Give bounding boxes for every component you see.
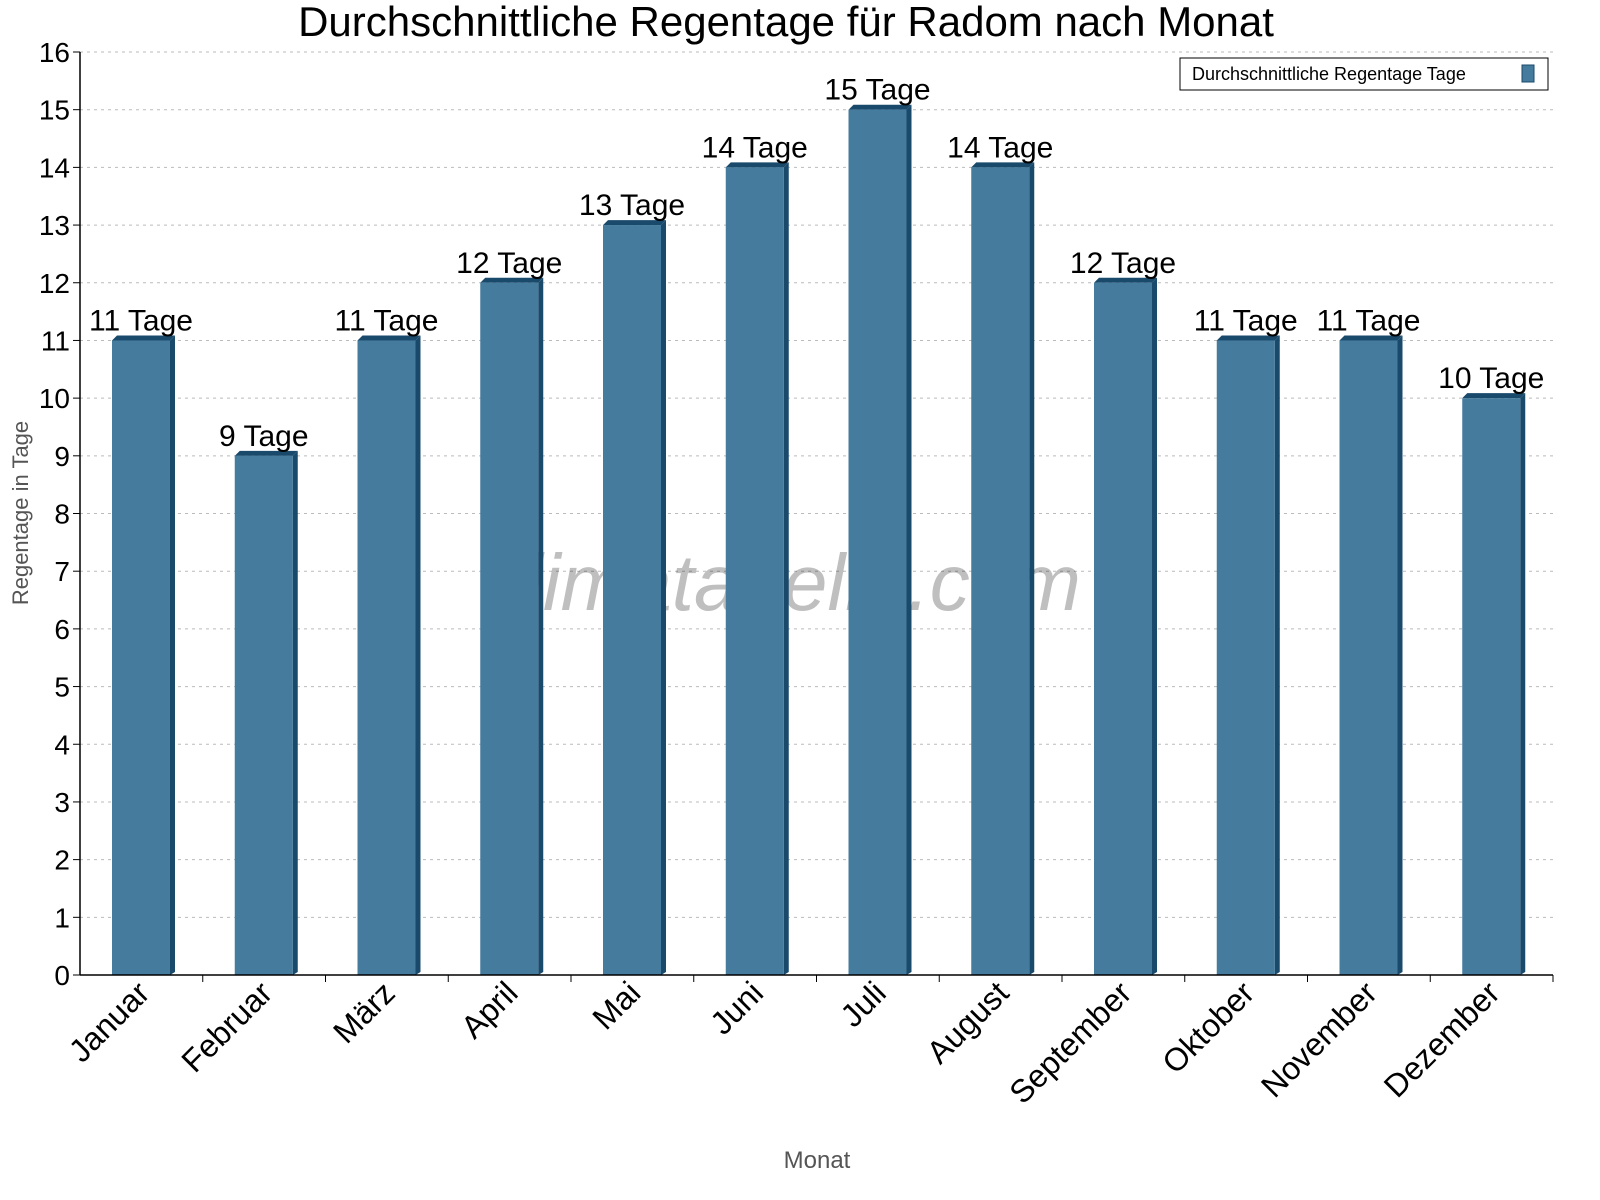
- data-label: 14 Tage: [702, 131, 808, 164]
- y-tick-label: 12: [39, 268, 70, 299]
- y-tick-label: 11: [41, 325, 70, 356]
- bar-side: [1152, 277, 1157, 975]
- bar-top: [480, 277, 544, 283]
- bar-top: [725, 162, 789, 168]
- x-tick-label: Januar: [62, 974, 157, 1069]
- data-label: 13 Tage: [579, 189, 685, 222]
- y-tick-label: 0: [54, 960, 70, 991]
- x-tick-label: Dezember: [1377, 974, 1507, 1104]
- bar: [848, 109, 907, 975]
- data-label: 15 Tage: [824, 74, 930, 107]
- legend: Durchschnittliche Regentage Tage: [1179, 57, 1549, 91]
- bar: [971, 167, 1030, 975]
- bar: [1216, 340, 1275, 975]
- x-tick-label: April: [454, 974, 525, 1045]
- x-tick-label: Oktober: [1155, 974, 1261, 1080]
- data-label: 11 Tage: [335, 304, 439, 337]
- data-label: 14 Tage: [947, 131, 1053, 164]
- bar-top: [848, 104, 912, 110]
- bar-side: [292, 450, 298, 975]
- bar-side: [1520, 393, 1526, 975]
- bar-top: [234, 450, 298, 456]
- x-tick-label: Juli: [833, 974, 892, 1033]
- bar-top: [1462, 393, 1526, 399]
- data-label: 9 Tage: [219, 420, 309, 453]
- y-axis-label: Regentage in Tage: [8, 421, 33, 605]
- x-tick-label: November: [1254, 974, 1384, 1104]
- x-tick-label: März: [326, 974, 402, 1050]
- bar-top: [603, 220, 666, 226]
- bar-side: [1274, 335, 1280, 975]
- bar-side: [538, 277, 544, 975]
- bar-side: [1029, 162, 1035, 975]
- y-tick-label: 16: [39, 37, 70, 68]
- x-axis-label: Monat: [784, 1147, 851, 1174]
- chart-title: Durchschnittliche Regentage für Radom na…: [298, 0, 1274, 45]
- bar-top: [971, 162, 1035, 168]
- bar: [1462, 398, 1521, 975]
- y-tick-label: 10: [39, 383, 70, 414]
- bar-side: [170, 335, 175, 975]
- y-tick-label: 5: [54, 672, 70, 703]
- bar: [1094, 282, 1152, 975]
- y-tick-label: 2: [54, 845, 70, 876]
- bar: [603, 225, 661, 975]
- bar-top: [1216, 335, 1280, 341]
- bar-top: [1339, 335, 1403, 341]
- y-tick-label: 4: [54, 729, 70, 760]
- y-tick-label: 15: [39, 95, 70, 126]
- data-label: 11 Tage: [1194, 304, 1298, 337]
- data-label: 12 Tage: [456, 247, 562, 280]
- data-label: 12 Tage: [1070, 247, 1176, 280]
- x-tick-label: Juni: [703, 974, 770, 1041]
- bar-side: [661, 220, 666, 975]
- data-label: 11 Tage: [1317, 304, 1421, 337]
- x-tick-label: Februar: [174, 974, 279, 1079]
- x-tick-label: Mai: [585, 974, 647, 1036]
- y-tick-label: 1: [54, 902, 70, 933]
- y-tick-label: 3: [54, 787, 70, 818]
- x-tick-label: August: [920, 974, 1016, 1070]
- data-label: 11 Tage: [89, 304, 193, 337]
- y-tick-label: 9: [54, 441, 70, 472]
- bar-side: [415, 335, 421, 975]
- y-tick-label: 13: [39, 210, 70, 241]
- y-tick-label: 6: [54, 614, 70, 645]
- bar: [480, 282, 539, 975]
- bar: [1339, 340, 1398, 975]
- x-tick-label: September: [1002, 974, 1138, 1110]
- bar-top: [357, 335, 421, 341]
- data-label: 10 Tage: [1438, 362, 1544, 395]
- bar-top: [112, 335, 175, 341]
- bar-side: [1397, 335, 1403, 975]
- y-tick-label: 14: [39, 152, 70, 183]
- bar-side: [906, 104, 912, 975]
- legend-label: Durchschnittliche Regentage Tage: [1192, 64, 1466, 84]
- bar: [725, 167, 784, 975]
- bar: [112, 340, 170, 975]
- y-tick-label: 7: [54, 556, 70, 587]
- bar: [234, 455, 293, 975]
- bar: [357, 340, 416, 975]
- legend-swatch: [1521, 64, 1535, 83]
- bar-top: [1094, 277, 1157, 283]
- bar-side: [783, 162, 789, 975]
- y-tick-label: 8: [54, 499, 70, 530]
